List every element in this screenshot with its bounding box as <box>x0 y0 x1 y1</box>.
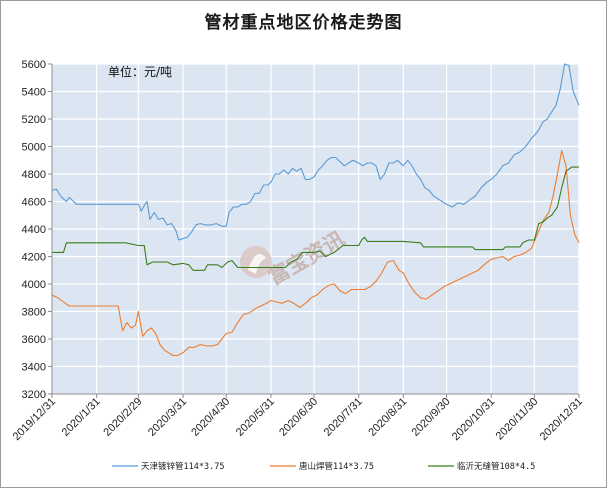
x-tick-label: 2020/1/31 <box>60 396 103 439</box>
x-tick-label: 2020/11/30 <box>494 396 541 443</box>
x-tick-label: 2019/12/31 <box>11 396 58 443</box>
y-tick-label: 4800 <box>22 169 46 181</box>
legend-item-1: 天津镀锌管114*3.75 <box>112 461 224 472</box>
legend-label: 唐山焊管114*3.75 <box>299 461 374 472</box>
series-lines <box>51 63 580 357</box>
x-tick-label: 2020/9/30 <box>410 396 453 439</box>
unit-note: 单位：元/吨 <box>108 64 172 79</box>
series-line-2 <box>51 150 580 357</box>
legend-item-3: 临沂无缝管108*4.5 <box>428 461 535 472</box>
y-tick-label: 3400 <box>22 362 46 374</box>
x-tick-label: 2020/8/31 <box>366 396 409 439</box>
y-tick-label: 5200 <box>22 114 46 126</box>
legend-label: 天津镀锌管114*3.75 <box>141 461 224 472</box>
y-tick-label: 3200 <box>22 389 46 401</box>
y-tick-label: 4000 <box>22 279 46 291</box>
x-tick-label: 2020/3/31 <box>146 396 189 439</box>
x-tick-label: 2020/5/31 <box>234 396 277 439</box>
y-tick-label: 4400 <box>22 224 46 236</box>
x-tick-label: 2020/2/29 <box>101 396 144 439</box>
y-tick-label: 5400 <box>22 87 46 99</box>
y-axis-ticks: 3200 3400 3600 3800 4000 4200 4400 4600 4800 5000… <box>22 59 52 401</box>
y-tick-label: 3600 <box>22 334 46 346</box>
x-tick-label: 2020/4/30 <box>189 396 232 439</box>
chart-title: 管材重点地区价格走势图 <box>204 13 403 33</box>
legend-label: 临沂无缝管108*4.5 <box>457 461 535 472</box>
y-tick-label: 4600 <box>22 197 46 209</box>
x-tick-label: 2020/12/31 <box>538 396 585 443</box>
y-tick-label: 5600 <box>22 59 46 71</box>
legend-item-2: 唐山焊管114*3.75 <box>270 461 374 472</box>
legend: 天津镀锌管114*3.75 唐山焊管114*3.75 临沂无缝管108*4.5 <box>112 461 535 472</box>
y-tick-label: 4200 <box>22 252 46 264</box>
x-tick-label: 2020/10/31 <box>450 396 497 443</box>
y-tick-label: 3800 <box>22 307 46 319</box>
series-line-3 <box>52 166 579 271</box>
x-tick-label: 2020/7/31 <box>322 396 365 439</box>
watermark-logo-icon <box>240 246 272 278</box>
y-tick-label: 5000 <box>22 142 46 154</box>
series-line-1 <box>51 63 580 241</box>
x-tick-label: 2020/6/30 <box>277 396 320 439</box>
